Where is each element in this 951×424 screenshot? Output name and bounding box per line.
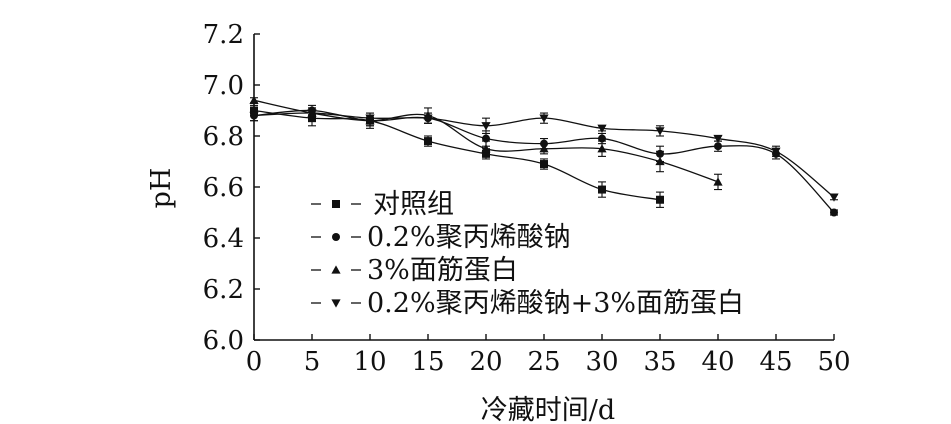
x-axis-ticks: 0 5 10 15 20 25 30 35 40 45 50: [246, 334, 851, 377]
series-line: [253, 109, 661, 201]
series-4: [249, 107, 839, 202]
square-marker: [598, 185, 606, 194]
triangle-down-marker: [481, 122, 491, 131]
y-axis-title: pH: [146, 168, 177, 209]
triangle-down-marker: [331, 299, 341, 308]
triangle-down-marker: [713, 134, 723, 144]
x-tick-label: 50: [817, 347, 850, 377]
x-tick-label: 45: [759, 347, 792, 377]
series-3: [249, 95, 723, 191]
triangle-up-marker: [655, 156, 665, 166]
legend-label: 对照组: [373, 189, 454, 220]
x-tick-label: 25: [527, 347, 560, 377]
triangle-down-marker: [365, 114, 375, 123]
y-tick-label: 6.2: [203, 275, 244, 305]
legend-item-1: 对照组: [311, 189, 454, 220]
x-tick-label: 40: [701, 347, 734, 377]
triangle-up-marker: [249, 95, 259, 104]
y-tick-label: 7.2: [203, 20, 244, 50]
triangle-down-marker: [771, 147, 781, 156]
x-axis-title: 冷藏时间/d: [481, 395, 615, 424]
y-tick-label: 6.4: [203, 224, 244, 254]
triangle-down-marker: [423, 114, 433, 123]
legend-item-4: 0.2%聚丙烯酸钠+3%面筋蛋白: [311, 288, 744, 319]
square-marker: [540, 160, 548, 169]
triangle-up-marker: [481, 144, 491, 153]
square-marker: [332, 200, 340, 208]
legend-label: 0.2%聚丙烯酸钠+3%面筋蛋白: [367, 288, 744, 319]
triangle-down-marker: [539, 114, 549, 123]
circle-marker: [830, 208, 838, 217]
y-tick-label: 6.8: [203, 122, 244, 152]
y-tick-label: 6.6: [203, 173, 244, 203]
x-tick-label: 30: [585, 347, 618, 377]
legend-item-2: 0.2%聚丙烯酸钠: [311, 222, 571, 253]
legend-label: 3%面筋蛋白: [367, 255, 518, 286]
x-tick-label: 5: [304, 347, 321, 377]
square-marker: [656, 195, 664, 204]
triangle-down-marker: [307, 109, 317, 118]
legend-label: 0.2%聚丙烯酸钠: [367, 222, 571, 253]
triangle-up-marker: [713, 177, 723, 186]
triangle-down-marker: [597, 124, 607, 133]
legend-item-3: 3%面筋蛋白: [311, 255, 518, 286]
square-marker: [424, 137, 432, 146]
y-axis-ticks: 6.0 6.2 6.4 6.6 6.8 7.0 7.2: [203, 20, 260, 356]
triangle-up-marker: [597, 144, 607, 153]
series-layer: [249, 95, 839, 217]
triangle-up-marker: [539, 144, 549, 153]
x-tick-label: 15: [411, 347, 444, 377]
triangle-down-marker: [249, 111, 259, 121]
series-line: [253, 112, 835, 198]
y-tick-label: 7.0: [203, 71, 244, 101]
triangle-down-marker: [829, 193, 839, 202]
circle-marker: [714, 142, 722, 151]
y-tick-label: 6.0: [203, 326, 244, 356]
x-tick-label: 10: [353, 347, 386, 377]
x-tick-label: 20: [469, 347, 502, 377]
triangle-up-marker: [331, 265, 341, 274]
x-tick-label: 0: [246, 347, 263, 377]
circle-marker: [332, 233, 340, 241]
triangle-down-marker: [655, 127, 665, 136]
x-tick-label: 35: [643, 347, 676, 377]
